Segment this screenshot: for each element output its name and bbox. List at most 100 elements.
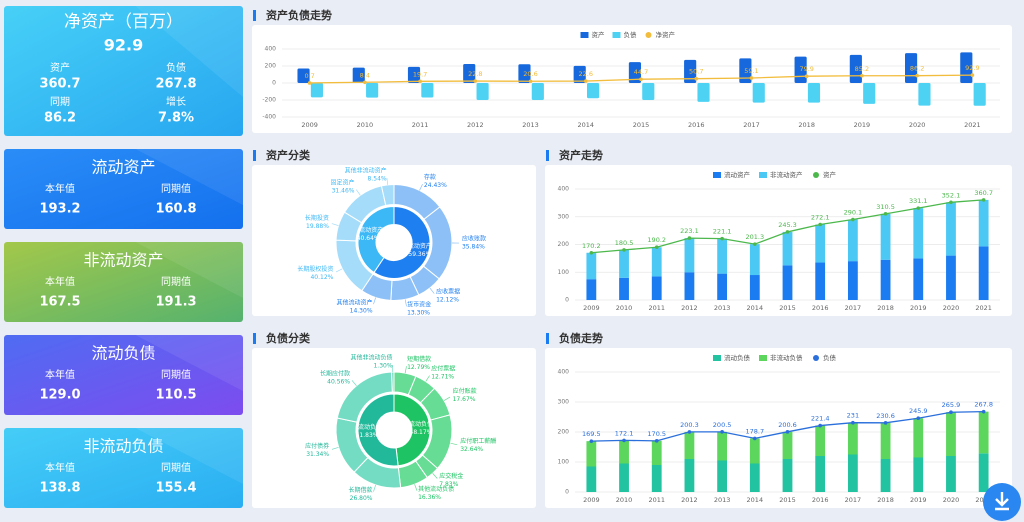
bar bbox=[815, 263, 825, 300]
data-label: 200.3 bbox=[680, 421, 699, 429]
data-label: 265.9 bbox=[942, 401, 961, 409]
x-tick-label: 2019 bbox=[910, 496, 927, 504]
card-item-label: 增长 bbox=[166, 95, 186, 108]
panel-title: 资产负债走势 bbox=[266, 8, 332, 22]
bar bbox=[717, 461, 727, 493]
line-point bbox=[639, 77, 643, 81]
bar bbox=[587, 83, 599, 98]
legend-label: 非流动资产 bbox=[770, 170, 803, 179]
outer-value: 17.67% bbox=[453, 396, 476, 403]
bar bbox=[979, 412, 989, 454]
data-label: 0.7 bbox=[304, 72, 314, 80]
bar bbox=[783, 232, 793, 265]
download-button[interactable] bbox=[982, 482, 1022, 522]
outer-value: 14.30% bbox=[350, 308, 373, 315]
card-item-label: 本年值 bbox=[45, 368, 75, 381]
card-item-value: 267.8 bbox=[155, 77, 196, 92]
outer-value: 12.71% bbox=[431, 374, 454, 381]
card-title: 流动资产 bbox=[91, 158, 155, 177]
y-tick-label: 200 bbox=[265, 63, 277, 70]
y-tick-label: 300 bbox=[558, 213, 570, 220]
line-point bbox=[590, 251, 594, 255]
data-label: 50.7 bbox=[689, 68, 703, 76]
data-label: 86.2 bbox=[910, 65, 924, 73]
inner-value: 40.64% bbox=[357, 235, 380, 242]
data-label: 352.1 bbox=[942, 191, 961, 199]
bar bbox=[697, 83, 709, 102]
y-tick-label: 100 bbox=[558, 459, 570, 466]
bar bbox=[532, 83, 544, 100]
bar bbox=[421, 83, 433, 97]
line-point bbox=[720, 237, 724, 241]
bar bbox=[717, 239, 727, 274]
data-label: 331.1 bbox=[909, 197, 928, 205]
outer-label: 固定资产 bbox=[330, 179, 354, 187]
outer-label: 长期投资 bbox=[305, 214, 329, 222]
data-label: 92.9 bbox=[965, 64, 979, 72]
line-point bbox=[688, 236, 692, 240]
card-item-label: 同期值 bbox=[161, 182, 191, 195]
data-label: 79.9 bbox=[799, 65, 813, 73]
bar bbox=[881, 260, 891, 300]
data-label: 310.5 bbox=[876, 203, 895, 211]
line-point bbox=[805, 74, 809, 78]
x-tick-label: 2019 bbox=[910, 304, 927, 312]
outer-label: 应交税金 bbox=[439, 472, 463, 480]
outer-value: 13.30% bbox=[407, 310, 430, 317]
outer-value: 16.36% bbox=[418, 494, 441, 501]
outer-label: 其他流动负债 bbox=[418, 485, 454, 493]
outer-value: 32.64% bbox=[460, 446, 483, 453]
legend-label: 流动负债 bbox=[724, 353, 751, 362]
bar bbox=[848, 455, 858, 493]
card-item-label: 本年值 bbox=[45, 275, 75, 288]
bar bbox=[815, 426, 825, 456]
data-label: 190.2 bbox=[647, 236, 666, 244]
x-tick-label: 2013 bbox=[714, 304, 731, 312]
data-label: 245.9 bbox=[909, 407, 928, 415]
data-label: 22.6 bbox=[579, 70, 593, 78]
data-label: 200.5 bbox=[713, 421, 732, 429]
outer-label: 应付票据 bbox=[431, 365, 455, 373]
bar bbox=[685, 459, 695, 492]
outer-label: 长期应付款 bbox=[320, 370, 350, 378]
title-marker bbox=[253, 10, 256, 21]
y-tick-label: 300 bbox=[558, 399, 570, 406]
bar bbox=[848, 261, 858, 300]
x-tick-label: 2009 bbox=[583, 496, 600, 504]
line-point bbox=[786, 230, 790, 234]
card-title: 流动负债 bbox=[91, 344, 155, 363]
line-point bbox=[851, 218, 855, 222]
data-label: 170.2 bbox=[582, 242, 601, 250]
line-point bbox=[916, 416, 920, 420]
x-tick-label: 2011 bbox=[412, 121, 429, 129]
bar bbox=[913, 208, 923, 258]
x-tick-label: 2016 bbox=[812, 496, 829, 504]
y-tick-label: -400 bbox=[262, 114, 276, 121]
x-tick-label: 2019 bbox=[854, 121, 871, 129]
bar bbox=[881, 459, 891, 492]
x-tick-label: 2013 bbox=[714, 496, 731, 504]
x-tick-label: 2020 bbox=[943, 496, 960, 504]
legend-swatch bbox=[646, 32, 652, 38]
data-label: 230.6 bbox=[876, 412, 895, 420]
line-point bbox=[474, 79, 478, 83]
inner-value: 59.36% bbox=[408, 251, 431, 258]
outer-value: 12.79% bbox=[407, 364, 430, 371]
legend-swatch bbox=[713, 355, 721, 361]
inner-value: 51.83% bbox=[356, 432, 379, 439]
card-item-label: 同期值 bbox=[161, 275, 191, 288]
bar bbox=[619, 464, 629, 493]
outer-label: 应付账款 bbox=[453, 387, 477, 395]
line-point bbox=[750, 76, 754, 80]
inner-label: 流动资产 bbox=[408, 242, 432, 250]
y-tick-label: 400 bbox=[558, 186, 570, 193]
legend-swatch bbox=[759, 172, 767, 178]
line-point bbox=[720, 430, 724, 434]
outer-label: 其他非流动负债 bbox=[351, 354, 393, 362]
line-point bbox=[418, 80, 422, 84]
line-point bbox=[860, 74, 864, 78]
card-item-label: 同期 bbox=[50, 96, 70, 108]
data-label: 172.1 bbox=[615, 429, 634, 437]
x-tick-label: 2014 bbox=[747, 496, 764, 504]
